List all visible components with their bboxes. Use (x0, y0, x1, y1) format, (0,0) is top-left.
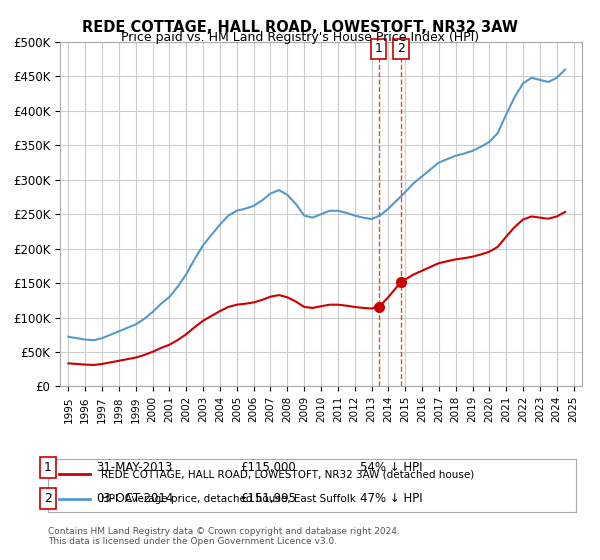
Text: 47% ↓ HPI: 47% ↓ HPI (360, 492, 422, 505)
Text: REDE COTTAGE, HALL ROAD, LOWESTOFT, NR32 3AW (detached house): REDE COTTAGE, HALL ROAD, LOWESTOFT, NR32… (101, 469, 474, 479)
Text: HPI: Average price, detached house, East Suffolk: HPI: Average price, detached house, East… (101, 494, 356, 504)
Text: 31-MAY-2013: 31-MAY-2013 (96, 461, 172, 474)
Text: Price paid vs. HM Land Registry's House Price Index (HPI): Price paid vs. HM Land Registry's House … (121, 31, 479, 44)
Text: 1: 1 (374, 43, 383, 55)
Text: 03-OCT-2014: 03-OCT-2014 (96, 492, 173, 505)
Text: £115,000: £115,000 (240, 461, 296, 474)
Text: 54% ↓ HPI: 54% ↓ HPI (360, 461, 422, 474)
Text: 2: 2 (397, 43, 405, 55)
Text: REDE COTTAGE, HALL ROAD, LOWESTOFT, NR32 3AW: REDE COTTAGE, HALL ROAD, LOWESTOFT, NR32… (82, 20, 518, 35)
Text: 1: 1 (44, 461, 52, 474)
Text: 2: 2 (44, 492, 52, 505)
Text: Contains HM Land Registry data © Crown copyright and database right 2024.
This d: Contains HM Land Registry data © Crown c… (48, 526, 400, 546)
Text: £151,995: £151,995 (240, 492, 296, 505)
